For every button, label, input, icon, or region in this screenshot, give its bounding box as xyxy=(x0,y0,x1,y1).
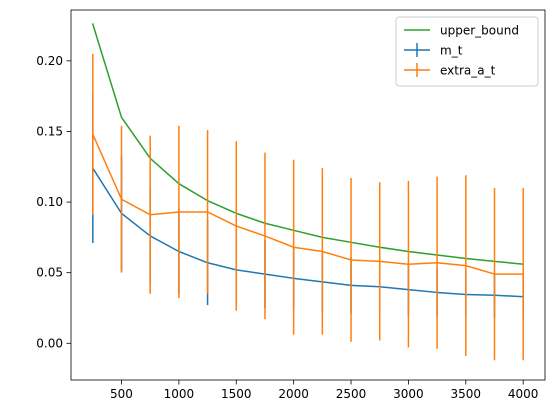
y-tick-label: 0.00 xyxy=(36,336,63,350)
x-tick-label: 3500 xyxy=(451,387,482,401)
series-layer xyxy=(91,23,525,361)
y-tick-label: 0.15 xyxy=(36,124,63,138)
x-tick-label: 4000 xyxy=(508,387,539,401)
x-tick-label: 3000 xyxy=(393,387,424,401)
series-line xyxy=(91,133,524,275)
x-tick-label: 1500 xyxy=(221,387,252,401)
legend-item-upper-bound: upper_bound xyxy=(404,24,519,38)
legend-item-m-t: m_t xyxy=(404,43,463,58)
x-tick-label: 500 xyxy=(110,387,133,401)
series-extra-a-t xyxy=(91,53,524,361)
y-tick-label: 0.20 xyxy=(36,54,63,68)
x-tick-label: 2000 xyxy=(278,387,309,401)
axes-frame xyxy=(70,9,546,381)
legend-box xyxy=(395,16,539,87)
series-line xyxy=(91,167,524,298)
legend: upper_bound m_t extra_a_t xyxy=(395,16,539,87)
legend-label: m_t xyxy=(440,44,463,58)
legend-label: extra_a_t xyxy=(440,64,496,78)
legend-item-extra-a-t: extra_a_t xyxy=(404,63,496,78)
legend-label: upper_bound xyxy=(440,24,519,38)
x-tick-label: 1000 xyxy=(164,387,195,401)
axes-layer: 500 1000 1500 2000 2500 3000 3500 4000 0.00 0.05 0… xyxy=(36,9,546,401)
x-tick-label: 2500 xyxy=(336,387,367,401)
series-line xyxy=(91,23,525,266)
y-tick-label: 0.10 xyxy=(36,195,63,209)
y-tick-label: 0.05 xyxy=(36,266,63,280)
